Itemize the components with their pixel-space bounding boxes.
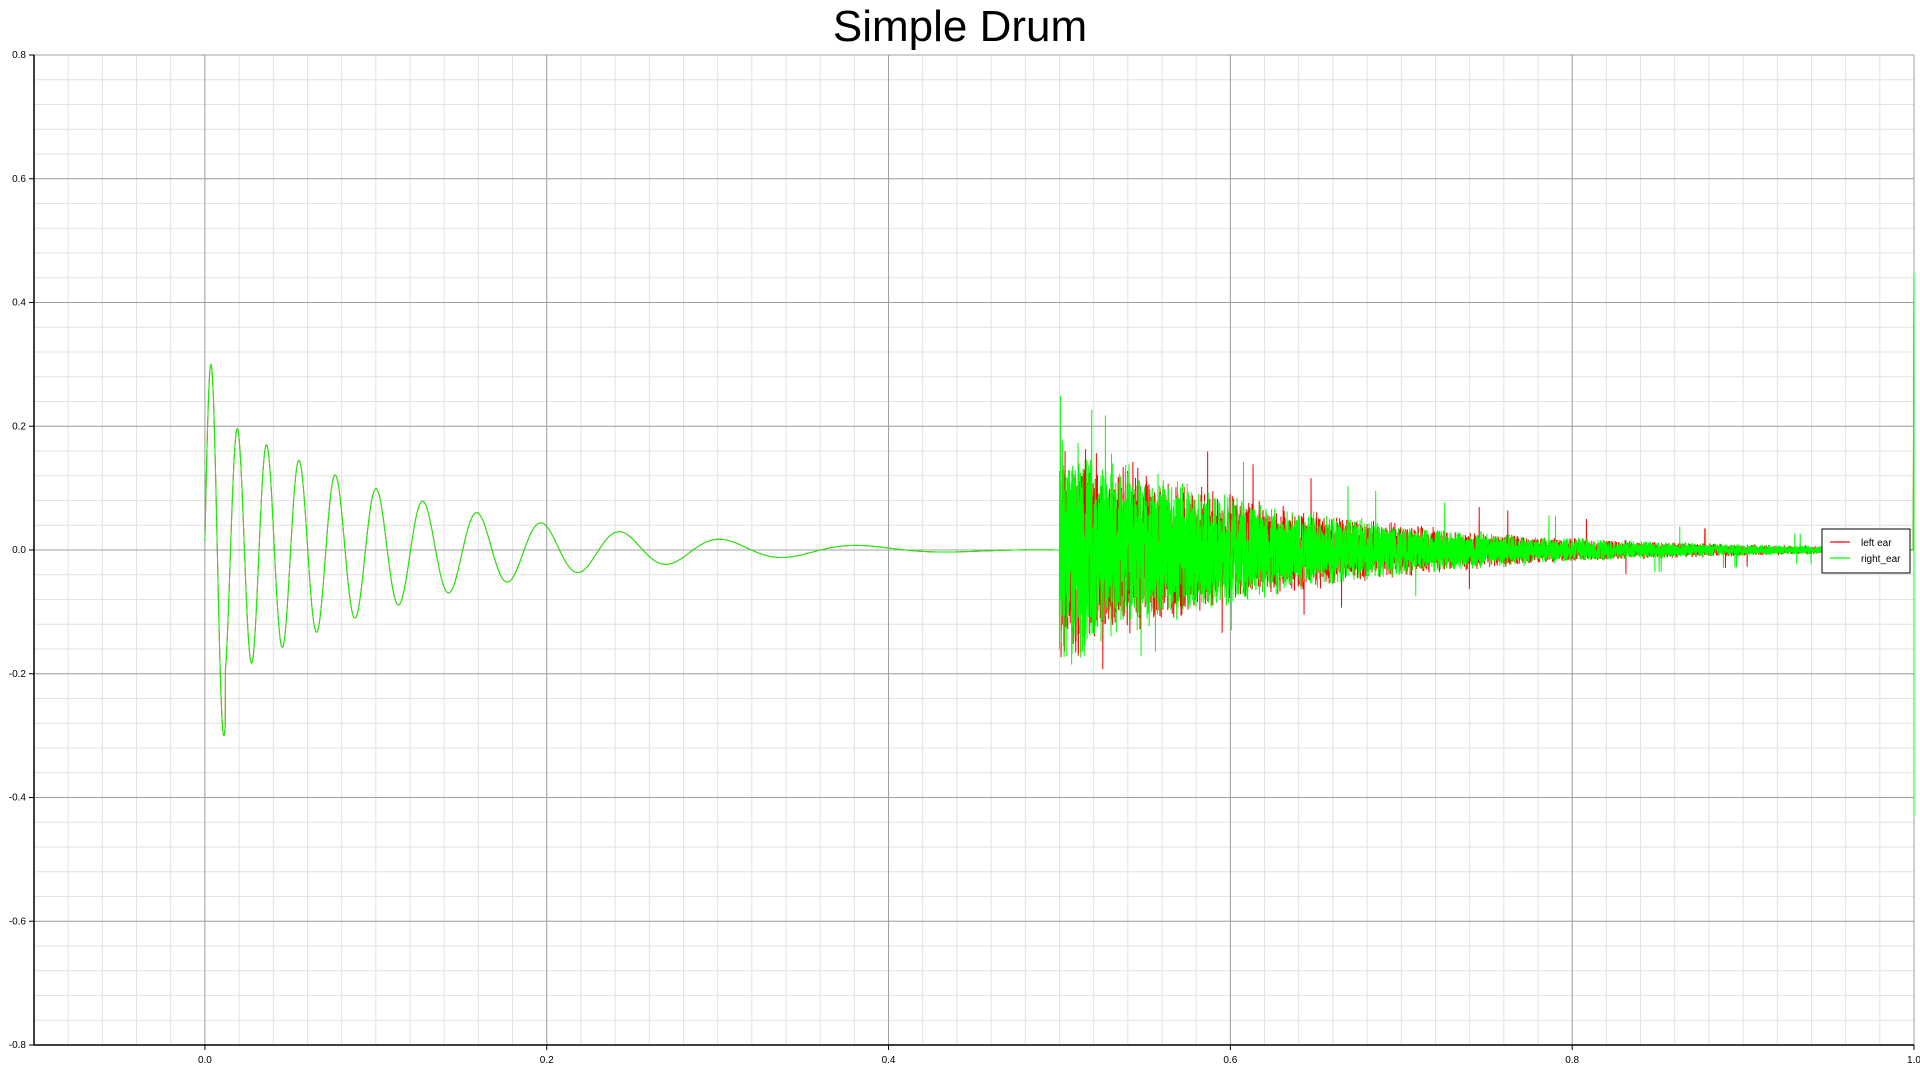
x-tick-label: 1.0 [1907, 1055, 1920, 1066]
series-line-right-ear [204, 271, 1915, 817]
legend-label: left ear [1861, 538, 1892, 549]
chart-title: Simple Drum [832, 2, 1088, 51]
x-tick-label: 0.0 [198, 1055, 212, 1066]
x-tick-label: 0.6 [1223, 1055, 1237, 1066]
y-tick-label: -0.6 [9, 916, 27, 927]
y-tick-label: 0.2 [12, 421, 26, 432]
x-tick-label: 0.2 [540, 1055, 554, 1066]
legend-label: right_ear [1861, 554, 1901, 565]
y-tick-label: 0.6 [12, 174, 26, 185]
x-tick-label: 0.8 [1565, 1055, 1579, 1066]
y-tick-label: 0.8 [12, 50, 26, 61]
legend-box [1821, 528, 1911, 574]
y-tick-label: -0.2 [9, 669, 27, 680]
y-tick-label: 0.4 [12, 298, 26, 309]
y-tick-label: -0.8 [9, 1040, 27, 1051]
y-tick-label: 0.0 [12, 545, 26, 556]
x-tick-label: 0.4 [882, 1055, 896, 1066]
y-tick-label: -0.4 [9, 793, 27, 804]
